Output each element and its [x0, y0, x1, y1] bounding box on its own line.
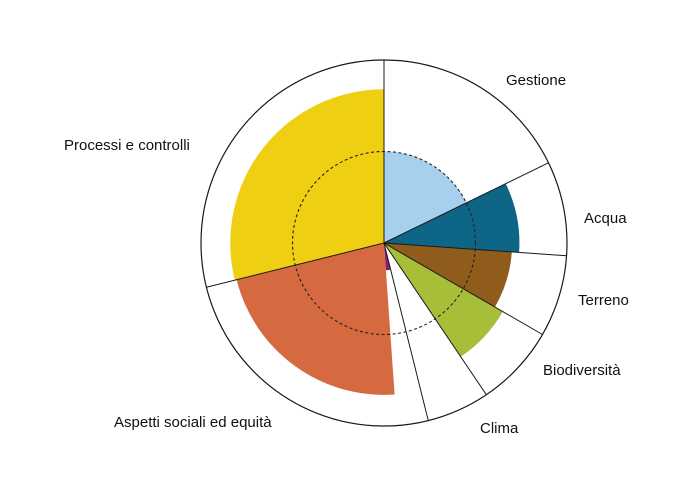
- label-biodiversita: Biodiversità: [543, 362, 621, 379]
- chart-guides: [200, 59, 568, 427]
- sector-segment-6: [384, 243, 404, 293]
- label-clima: Clima: [480, 420, 519, 437]
- sector-acqua-1: [384, 183, 520, 253]
- label-terreno: Terreno: [578, 292, 629, 309]
- sector-segment-5: [384, 243, 405, 277]
- boundary-line-4: [383, 242, 487, 395]
- boundary-line-5: [383, 242, 429, 421]
- label-acqua: Acqua: [584, 210, 627, 227]
- chart-labels: Gestione Acqua Terreno Biodiversità Clim…: [64, 72, 629, 437]
- sector-processi-e-controlli-9: [230, 89, 384, 281]
- label-processi-controlli: Processi e controlli: [64, 137, 190, 154]
- sector-aspetti-sociali-ed-equita-8: [236, 243, 395, 395]
- label-gestione: Gestione: [506, 72, 566, 89]
- boundary-line-2: [383, 242, 567, 257]
- outer-circle: [200, 59, 568, 427]
- boundary-line-3: [383, 242, 543, 335]
- label-aspetti-sociali: Aspetti sociali ed equità: [114, 414, 272, 431]
- boundary-line-1: [383, 162, 549, 244]
- boundary-line-6: [206, 242, 385, 288]
- sector-biodiversita-3: [384, 243, 503, 357]
- sector-gestione-0: [384, 151, 467, 243]
- sector-terreno-2: [384, 243, 512, 308]
